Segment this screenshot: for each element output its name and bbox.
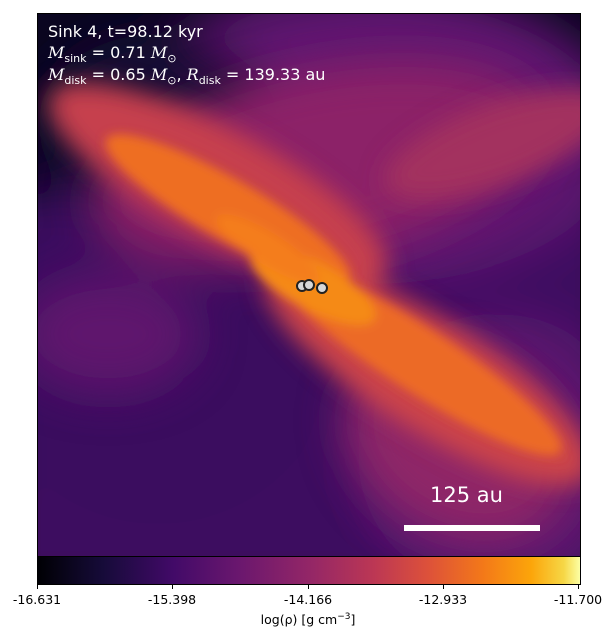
colorbar-tick [172,584,173,589]
colorbar-tick [578,584,579,589]
colorbar-tick-label: -16.631 [12,592,62,607]
colorbar-label: log(ρ) [g cm−3] [260,612,356,628]
density-map [38,14,580,556]
density-map-panel: Sink 4, t=98.12 kyr Msink = 0.71 M⊙ Mdis… [37,13,581,557]
colorbar-tick-label: -11.700 [553,592,603,607]
colorbar-tick-label: -15.398 [147,592,197,607]
colorbar-tick-label: -14.166 [283,592,333,607]
sink-time-label: Sink 4, t=98.12 kyr [48,22,203,41]
colorbar-tick [308,584,309,589]
colorbar-tick [37,584,38,589]
sink-b-marker [303,279,315,291]
sink-markers [296,279,328,294]
colorbar-tick-label: -12.933 [418,592,468,607]
sink-c-marker [316,282,328,294]
colorbar-tick [443,584,444,589]
scalebar-label: 125 au [430,483,503,507]
colorbar [37,556,581,585]
disk-props-label: Mdisk = 0.65 M⊙, Rdisk = 139.33 au [48,65,326,88]
sink-mass-label: Msink = 0.71 M⊙ [48,43,177,66]
scalebar [404,525,540,531]
